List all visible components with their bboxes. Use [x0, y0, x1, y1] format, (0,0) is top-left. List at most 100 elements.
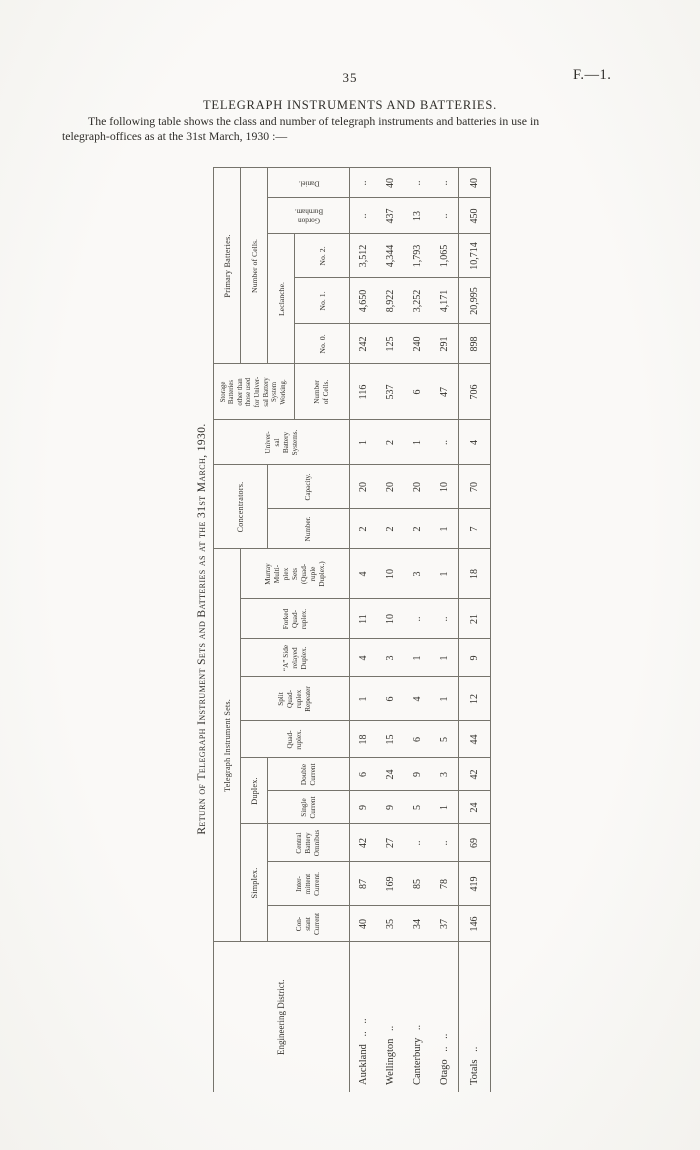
page-number: 35 — [342, 70, 358, 85]
col-header-gordon-burnham: Gordon Burnham. — [267, 197, 350, 234]
value-cell: 3 — [377, 639, 404, 677]
value-cell: 537 — [377, 363, 404, 420]
col-header-leclanche: Leclanche. — [267, 233, 295, 364]
value-cell: .. — [431, 599, 459, 639]
district-cell: Wellington .. — [377, 942, 404, 1092]
value-cell: 87 — [349, 862, 377, 906]
value-cell: 40 — [458, 167, 491, 198]
value-cell: 10,714 — [458, 233, 491, 278]
value-cell: .. — [349, 197, 377, 234]
district-cell: Canterbury .. — [404, 942, 431, 1092]
value-cell: 20 — [349, 464, 377, 509]
intro-line-1: The following table shows the class and … — [88, 114, 540, 128]
value-cell: 15 — [377, 721, 404, 758]
value-cell: 242 — [349, 323, 377, 364]
value-cell: .. — [404, 824, 431, 862]
value-cell: 3,252 — [404, 277, 431, 324]
col-header-concentrators-number: Number. — [267, 508, 350, 549]
value-cell: 8,922 — [377, 277, 404, 324]
value-cell: 18 — [349, 721, 377, 758]
col-header-primary-batteries: Primary Batteries. — [213, 167, 241, 364]
value-cell: 4 — [458, 419, 491, 465]
value-cell: 9 — [349, 791, 377, 824]
intro-line-2: telegraph-offices as at the 31st March, … — [62, 129, 288, 143]
value-cell: 44 — [458, 721, 491, 758]
col-header-telegraph-instrument-sets: Telegraph Instrument Sets. — [213, 548, 241, 942]
value-cell: 4 — [404, 677, 431, 721]
col-header-engineering-district: Engineering District. — [213, 942, 350, 1092]
district-cell: Otago .. .. — [431, 942, 459, 1092]
value-cell: 5 — [431, 721, 459, 758]
value-cell: 4,171 — [431, 277, 459, 324]
value-cell: 85 — [404, 862, 431, 906]
value-cell: 4 — [349, 548, 377, 599]
value-cell: 6 — [404, 721, 431, 758]
value-cell: 18 — [458, 548, 491, 599]
value-cell: 11 — [349, 599, 377, 639]
value-cell: 146 — [458, 906, 491, 942]
col-header-storage-number-of-cells: Number of Cells. — [294, 363, 350, 420]
value-cell: 898 — [458, 323, 491, 364]
col-header-daniel: Daniel. — [267, 167, 350, 198]
document-heading: TELEGRAPH INSTRUMENTS AND BATTERIES. — [202, 98, 498, 112]
district-row: Auckland .. .. 40 87 42 9 6 18 1 4 11 4 2 20 1 116 242 4… — [349, 167, 377, 1092]
value-cell: .. — [404, 167, 431, 198]
value-cell: 3 — [404, 548, 431, 599]
value-cell: 4,650 — [349, 277, 377, 324]
col-header-intermittent-current: Inter- mittent Current. — [267, 862, 350, 906]
value-cell: 450 — [458, 197, 491, 234]
value-cell: .. — [431, 824, 459, 862]
col-header-universal-battery-systems: Univer- sal Battery Systems. — [213, 419, 350, 465]
value-cell: 7 — [458, 508, 491, 549]
value-cell: 47 — [431, 363, 459, 420]
rotated-table-container: Return of Telegraph Instrument Sets and … — [193, 166, 491, 1092]
value-cell: 34 — [404, 906, 431, 942]
value-cell: 70 — [458, 464, 491, 509]
value-cell: 42 — [458, 758, 491, 791]
district-row: Wellington .. 35 169 27 9 24 15 6 3 10 10 2 20 2 537 12… — [377, 167, 404, 1092]
value-cell: 69 — [458, 824, 491, 862]
col-header-storage-batteries: Storage Batteries other than those used … — [213, 363, 295, 420]
value-cell: 6 — [404, 363, 431, 420]
value-cell: 3 — [431, 758, 459, 791]
value-cell: 437 — [377, 197, 404, 234]
col-header-double-current: Double Current — [267, 758, 350, 791]
value-cell: 3,512 — [349, 233, 377, 278]
value-cell: 35 — [377, 906, 404, 942]
value-cell: 2 — [377, 508, 404, 549]
value-cell: .. — [349, 167, 377, 198]
col-header-single-current: Single Current — [267, 791, 350, 824]
gordon-burnham-rotated-label: Gordon Burnham. — [294, 207, 323, 225]
table-body: Auckland .. .. 40 87 42 9 6 18 1 4 11 4 2 20 1 116 242 4… — [349, 167, 491, 1092]
value-cell: 2 — [404, 508, 431, 549]
value-cell: 24 — [377, 758, 404, 791]
value-cell: 10 — [431, 464, 459, 509]
value-cell: 706 — [458, 363, 491, 420]
daniel-rotated-label: Daniel. — [298, 179, 319, 188]
col-header-quadruplex: Quad- ruplex. — [240, 721, 350, 758]
col-header-number-of-cells: Number of Cells. — [240, 167, 268, 364]
col-header-concentrators-capacity: Capacity. — [267, 464, 350, 509]
col-header-a-side-relayed-duplex: “A” Side relayed Duplex. — [240, 639, 350, 677]
value-cell: 419 — [458, 862, 491, 906]
col-header-forked-quadruplex: Forked Quad- ruplex. — [240, 599, 350, 639]
value-cell: 9 — [377, 791, 404, 824]
value-cell: 1 — [431, 548, 459, 599]
value-cell: 10 — [377, 599, 404, 639]
col-header-constant-current: Con- stant Current — [267, 906, 350, 942]
table-title: Return of Telegraph Instrument Sets and … — [196, 423, 208, 835]
value-cell: 9 — [404, 758, 431, 791]
value-cell: 291 — [431, 323, 459, 364]
district-cell: Auckland .. .. — [349, 942, 377, 1092]
value-cell: 5 — [404, 791, 431, 824]
value-cell: 1 — [431, 639, 459, 677]
col-header-concentrators: Concentrators. — [213, 464, 268, 549]
value-cell: 40 — [349, 906, 377, 942]
value-cell: 240 — [404, 323, 431, 364]
value-cell: 12 — [458, 677, 491, 721]
value-cell: 1 — [431, 508, 459, 549]
value-cell: 125 — [377, 323, 404, 364]
value-cell: 42 — [349, 824, 377, 862]
col-header-simplex: Simplex. — [240, 824, 268, 942]
